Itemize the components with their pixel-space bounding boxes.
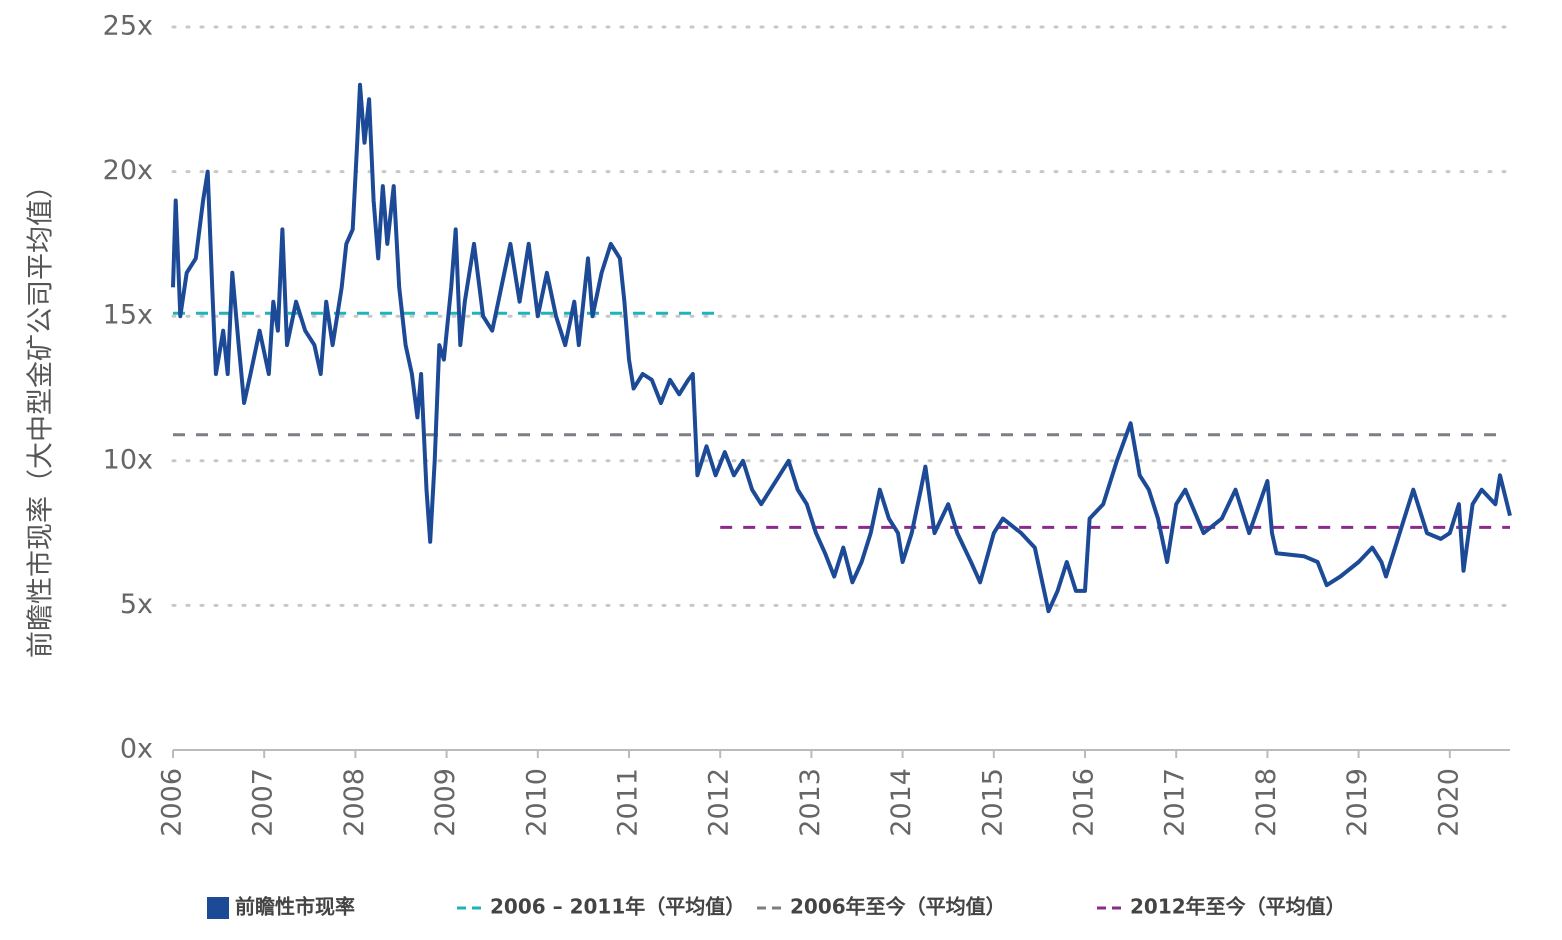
y-axis-label: 前瞻性市现率（大中型金矿公司平均值） xyxy=(26,172,57,658)
x-tick-label: 2011 xyxy=(613,768,644,837)
legend-label: 2006 – 2011年（平均值） xyxy=(490,895,745,919)
y-tick-label: 15x xyxy=(103,300,153,331)
x-tick-label: 2010 xyxy=(521,768,552,837)
x-tick-label: 2020 xyxy=(1433,768,1464,837)
x-tick-label: 2014 xyxy=(886,768,917,837)
y-tick-label: 5x xyxy=(120,589,153,620)
line xyxy=(171,82,1512,614)
legend-swatch xyxy=(207,897,229,919)
x-tick-label: 2007 xyxy=(248,768,279,837)
y-tick-label: 10x xyxy=(103,444,153,475)
x-tick-label: 2012 xyxy=(704,768,735,837)
legend-label: 2012年至今（平均值） xyxy=(1130,895,1346,919)
x-tick-label: 2009 xyxy=(430,768,461,837)
x-tick-label: 2019 xyxy=(1342,768,1373,837)
x-tick-label: 2013 xyxy=(795,768,826,837)
legend-label: 前瞻性市现率 xyxy=(235,895,355,919)
x-tick-label: 2016 xyxy=(1069,768,1100,837)
x-tick-label: 2008 xyxy=(339,768,370,837)
x-tick-label: 2015 xyxy=(977,768,1008,837)
y-tick-label: 0x xyxy=(120,734,153,765)
x-tick-label: 2006 xyxy=(157,768,188,837)
y-tick-label: 25x xyxy=(103,11,153,42)
x-tick-label: 2018 xyxy=(1251,768,1282,837)
y-tick-label: 20x xyxy=(103,155,153,186)
x-tick-label: 2017 xyxy=(1160,768,1191,837)
legend-label: 2006年至今（平均值） xyxy=(790,895,1006,919)
